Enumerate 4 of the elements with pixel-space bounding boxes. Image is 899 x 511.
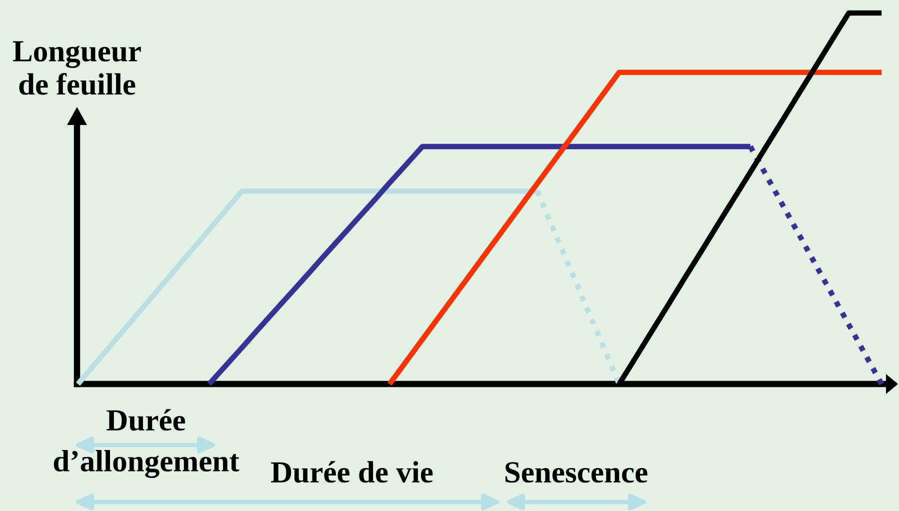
- text: Durée de vie: [271, 461, 433, 483]
- text: Senescence: [506, 462, 648, 483]
- text: Durée d’allongement: [54, 409, 240, 478]
- y-axis-title: Longueur de feuille: [13, 41, 141, 95]
